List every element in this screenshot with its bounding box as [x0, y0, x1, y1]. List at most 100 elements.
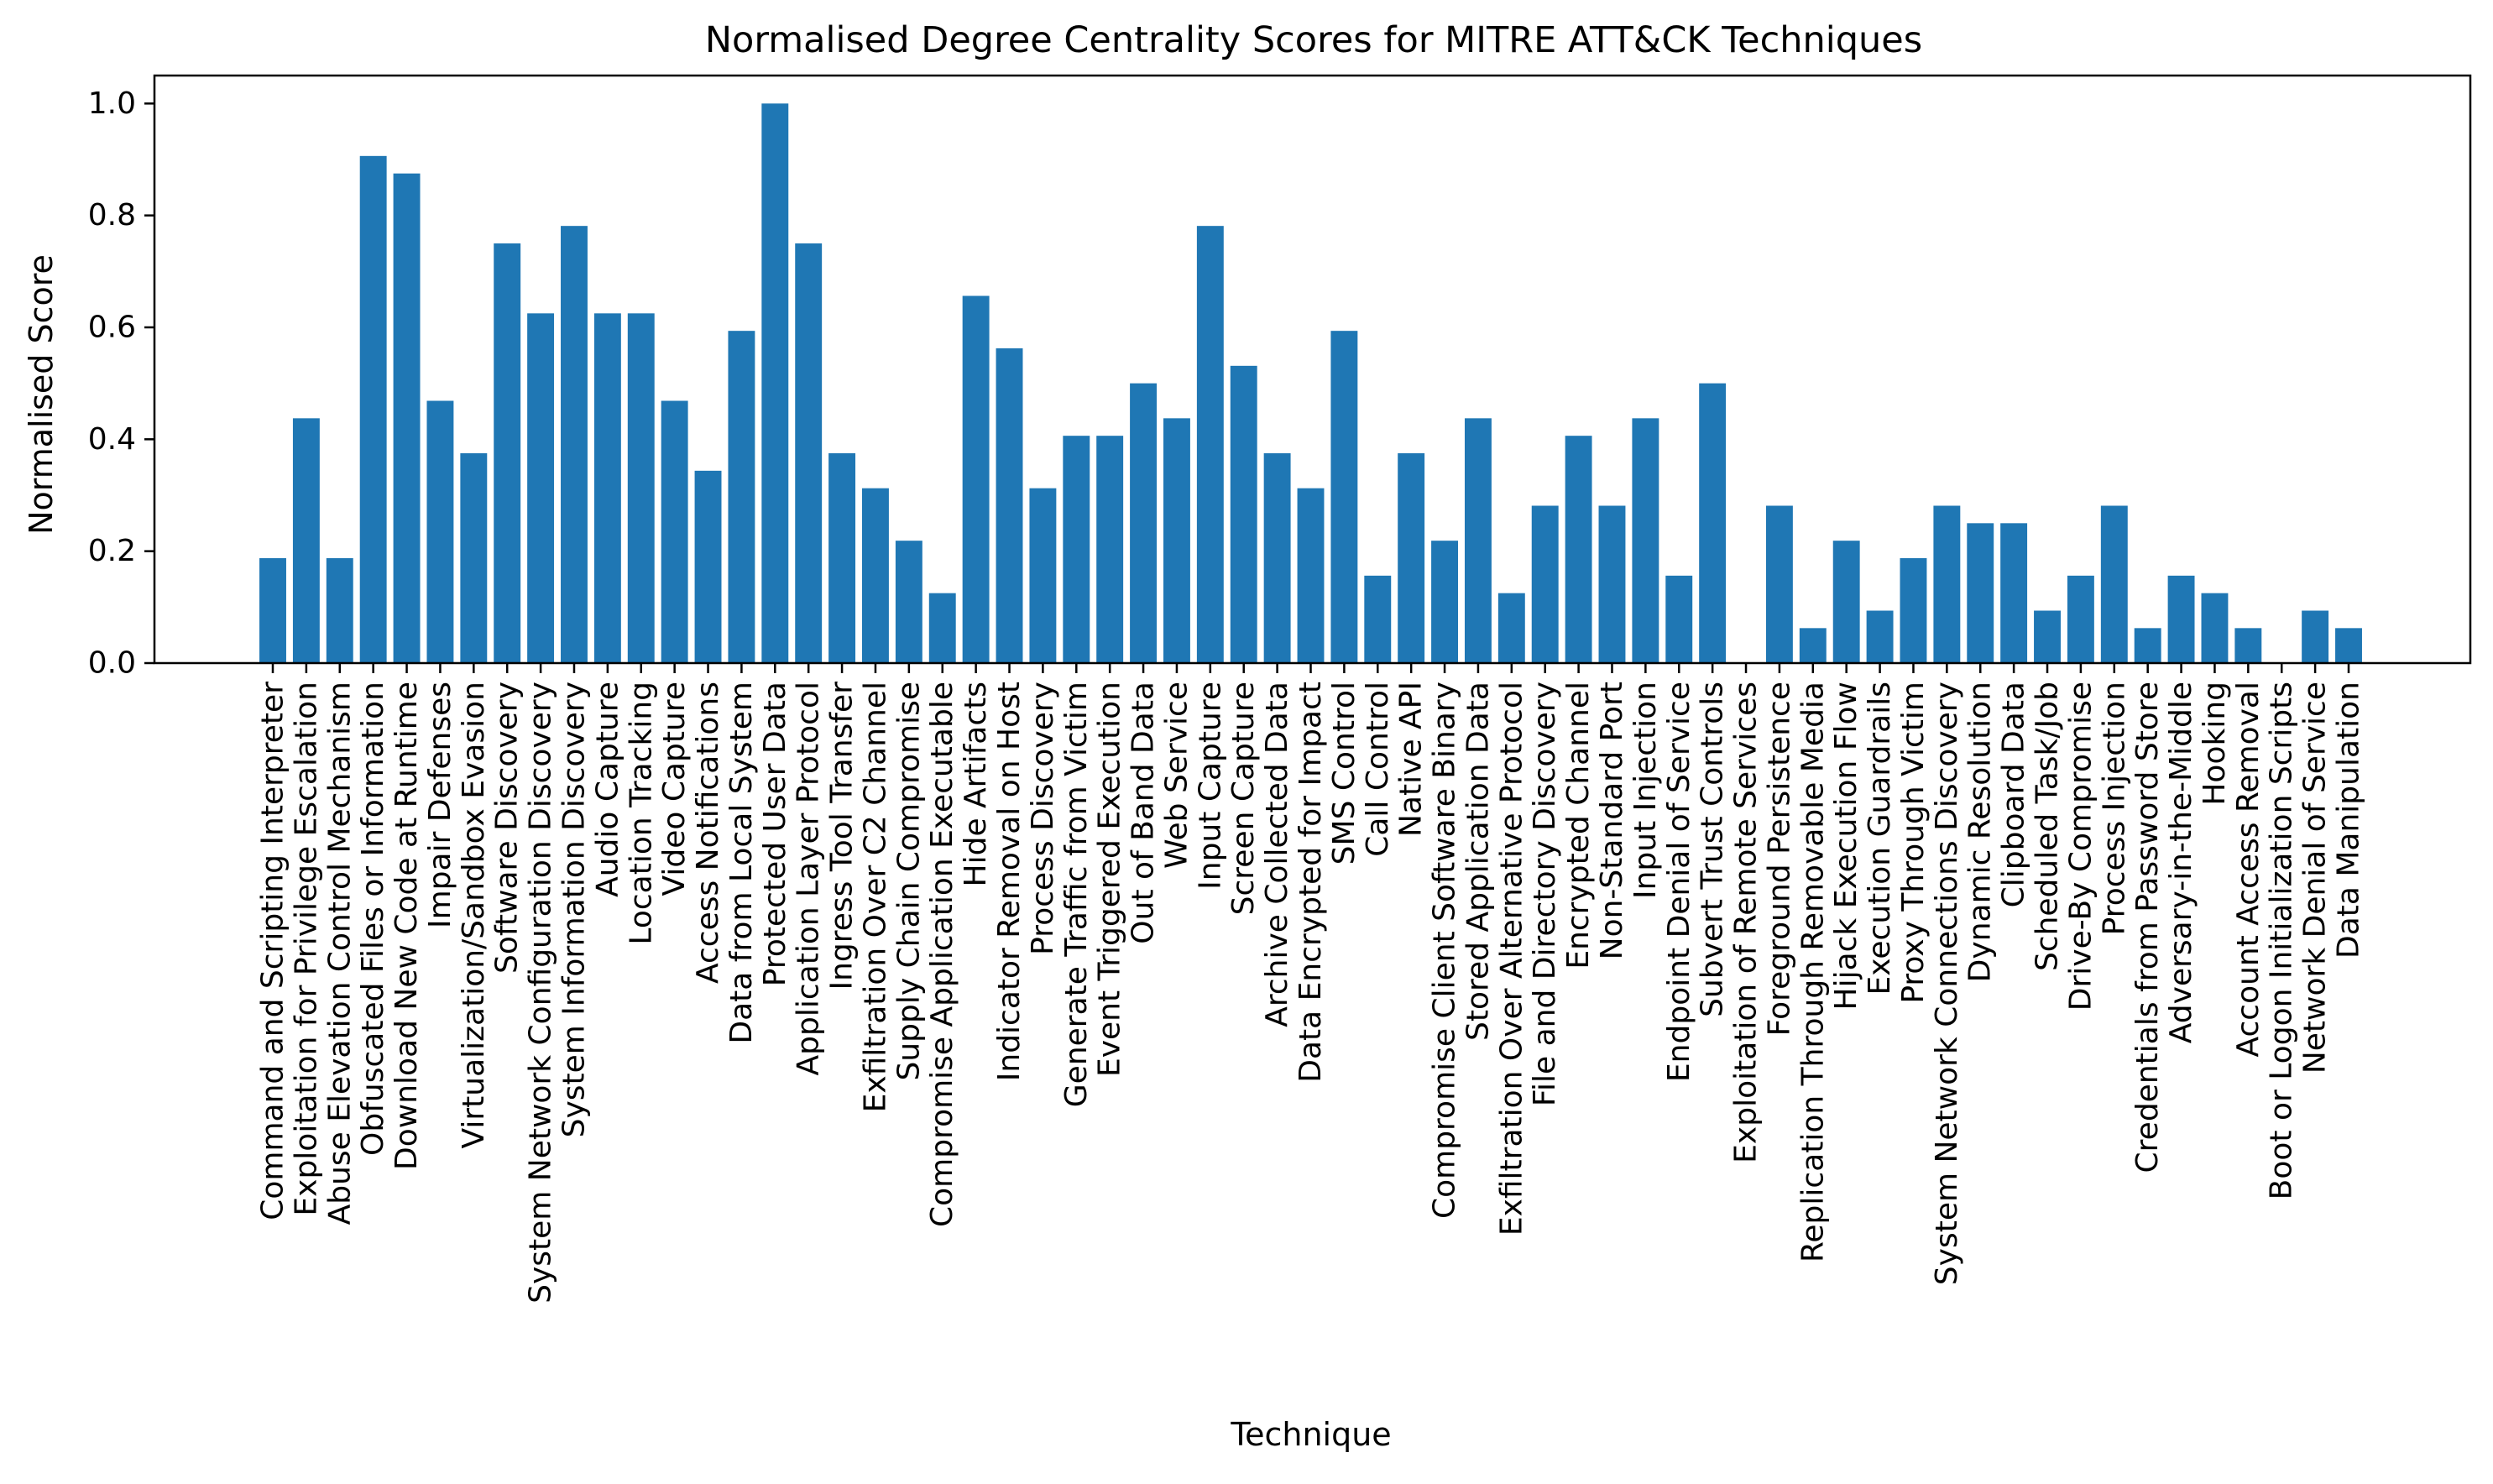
bar — [426, 400, 454, 663]
bar — [2302, 610, 2329, 663]
x-tick-label: Call Control — [1361, 682, 1395, 857]
x-tick-label: Out of Band Data — [1126, 682, 1161, 944]
bar — [2335, 628, 2362, 663]
bar — [962, 295, 990, 663]
x-tick-label: Credentials from Password Store — [2130, 682, 2165, 1173]
bar — [828, 453, 856, 663]
x-tick-label: Supply Chain Compromise — [891, 682, 926, 1081]
x-tick-label: Application Layer Protocol — [792, 682, 826, 1075]
x-tick-label: Abuse Elevation Control Mechanism — [322, 682, 357, 1225]
x-tick-label: Compromise Client Software Binary — [1428, 682, 1462, 1219]
x-tick-label: Archive Collected Data — [1260, 682, 1294, 1027]
x-axis-ticks: Command and Scripting InterpreterExploit… — [256, 663, 2366, 1304]
bar — [1196, 226, 1224, 663]
bar — [1096, 436, 1124, 663]
x-tick-label: Drive-By Compromise — [2063, 682, 2098, 1011]
x-tick-label: Account Access Removal — [2231, 682, 2266, 1058]
x-tick-label: Exploitation for Privilege Escalation — [289, 682, 323, 1216]
bar — [527, 313, 555, 663]
x-tick-label: System Network Connections Discovery — [1930, 682, 1964, 1285]
bar — [1832, 541, 1860, 663]
bar — [359, 155, 387, 663]
x-tick-label: Encrypted Channel — [1561, 682, 1596, 969]
y-tick-label: 0.4 — [88, 422, 136, 457]
y-axis-label: Normalised Score — [23, 254, 60, 535]
y-tick-label: 0.0 — [88, 646, 136, 681]
bar — [2000, 523, 2028, 663]
x-tick-label: Process Injection — [2097, 682, 2131, 935]
x-tick-label: Data from Local System — [724, 682, 759, 1044]
bar — [593, 313, 621, 663]
bar — [2100, 505, 2128, 663]
bar — [561, 226, 588, 663]
bar — [460, 453, 488, 663]
x-tick-label: Data Encrypted for Impact — [1294, 682, 1328, 1083]
bar — [1799, 628, 1827, 663]
x-tick-label: Hijack Execution Flow — [1829, 682, 1863, 1011]
x-tick-label: Command and Scripting Interpreter — [256, 682, 290, 1220]
x-tick-label: Location Tracking — [624, 682, 658, 945]
x-tick-label: Generate Traffic from Victim — [1059, 682, 1094, 1107]
bar — [694, 470, 722, 663]
x-tick-label: Endpoint Denial of Service — [1662, 682, 1696, 1082]
x-tick-label: Hide Artifacts — [959, 682, 993, 886]
bar — [1029, 488, 1057, 663]
bar — [2067, 575, 2094, 663]
x-tick-label: Compromise Application Executable — [925, 682, 959, 1227]
bar — [1933, 505, 1961, 663]
bar — [862, 488, 889, 663]
x-tick-label: Virtualization/Sandbox Evasion — [457, 682, 491, 1149]
x-tick-label: Software Discovery — [490, 682, 525, 974]
bar — [627, 313, 655, 663]
bar — [1063, 436, 1090, 663]
bar — [326, 558, 353, 663]
chart-title: Normalised Degree Centrality Scores for … — [705, 19, 1922, 61]
x-tick-label: Access Notifications — [691, 682, 725, 984]
y-axis-ticks: 0.0 0.2 0.4 0.6 0.8 1.0 — [88, 86, 154, 681]
bar — [1230, 365, 1257, 663]
bar — [996, 348, 1023, 663]
x-tick-label: SMS Control — [1327, 682, 1361, 865]
x-tick-label: Proxy Through Victim — [1896, 682, 1931, 1004]
x-tick-label: File and Directory Discovery — [1528, 682, 1562, 1106]
x-tick-label: Clipboard Data — [1997, 682, 2031, 907]
bar — [1765, 505, 1793, 663]
bar — [928, 593, 956, 663]
bar — [1531, 505, 1559, 663]
bar — [292, 418, 320, 663]
bar — [1699, 383, 1727, 663]
x-axis-label: Technique — [1230, 1416, 1391, 1453]
bar — [761, 103, 789, 663]
bar — [1565, 436, 1592, 663]
bar — [2201, 593, 2229, 663]
x-tick-label: Exfiltration Over Alternative Protocol — [1494, 682, 1529, 1236]
bar — [393, 173, 421, 664]
y-tick-label: 0.8 — [88, 198, 136, 233]
bar — [1967, 523, 1994, 663]
x-tick-label: Obfuscated Files or Information — [356, 682, 390, 1156]
x-tick-label: Non-Standard Port — [1595, 682, 1629, 959]
bar — [1632, 418, 1659, 663]
x-tick-label: Input Capture — [1193, 682, 1227, 890]
y-tick-label: 0.2 — [88, 534, 136, 568]
bar — [795, 243, 823, 663]
bar — [1130, 383, 1158, 663]
x-tick-label: Protected User Data — [758, 682, 792, 986]
x-tick-label: Hooking — [2198, 682, 2232, 806]
x-tick-label: Impair Defenses — [423, 682, 457, 928]
x-tick-label: System Information Discovery — [557, 682, 591, 1137]
x-tick-label: Event Triggered Execution — [1093, 682, 1127, 1077]
x-tick-label: Foreground Persistence — [1762, 682, 1796, 1036]
x-tick-label: Process Discovery — [1026, 682, 1060, 955]
y-tick-label: 1.0 — [88, 86, 136, 121]
x-tick-label: Download New Code at Runtime — [389, 682, 424, 1170]
bar — [2167, 575, 2195, 663]
bar — [1163, 418, 1190, 663]
x-tick-label: Scheduled Task/Job — [2030, 682, 2065, 971]
bar — [1866, 610, 1894, 663]
bar — [1364, 575, 1392, 663]
bar — [1398, 453, 1425, 663]
x-tick-label: Replication Through Removable Media — [1795, 682, 1830, 1262]
x-tick-label: Video Capture — [657, 682, 692, 896]
